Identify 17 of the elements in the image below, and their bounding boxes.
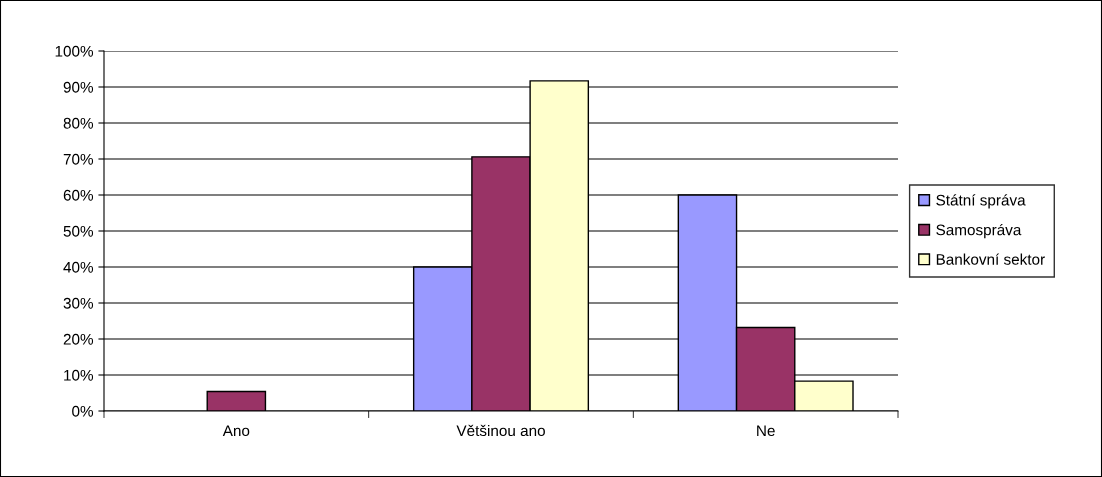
y-tick-label: 50%	[63, 225, 94, 237]
y-tick-label: 10%	[64, 369, 94, 381]
y-tick-label: 20%	[63, 333, 94, 345]
legend-label: Bankovní sektor	[936, 253, 1045, 265]
y-tick-label: 0%	[72, 405, 94, 417]
y-tick-label: 100%	[55, 45, 94, 57]
legend-label: Státní správa	[936, 194, 1026, 209]
y-tick-label: 30%	[63, 297, 94, 309]
y-tick-label: 70%	[63, 153, 94, 165]
x-tick-label: Ano	[222, 425, 250, 437]
x-tick-label: Většinou ano	[456, 424, 545, 437]
y-tick-label: 40%	[63, 261, 94, 273]
legend-label: Samospráva	[936, 223, 1022, 239]
y-tick-label: 80%	[63, 117, 94, 129]
y-tick-label: 60%	[63, 189, 94, 201]
x-tick-label: Ne	[757, 425, 775, 437]
y-tick-label: 90%	[63, 81, 94, 93]
